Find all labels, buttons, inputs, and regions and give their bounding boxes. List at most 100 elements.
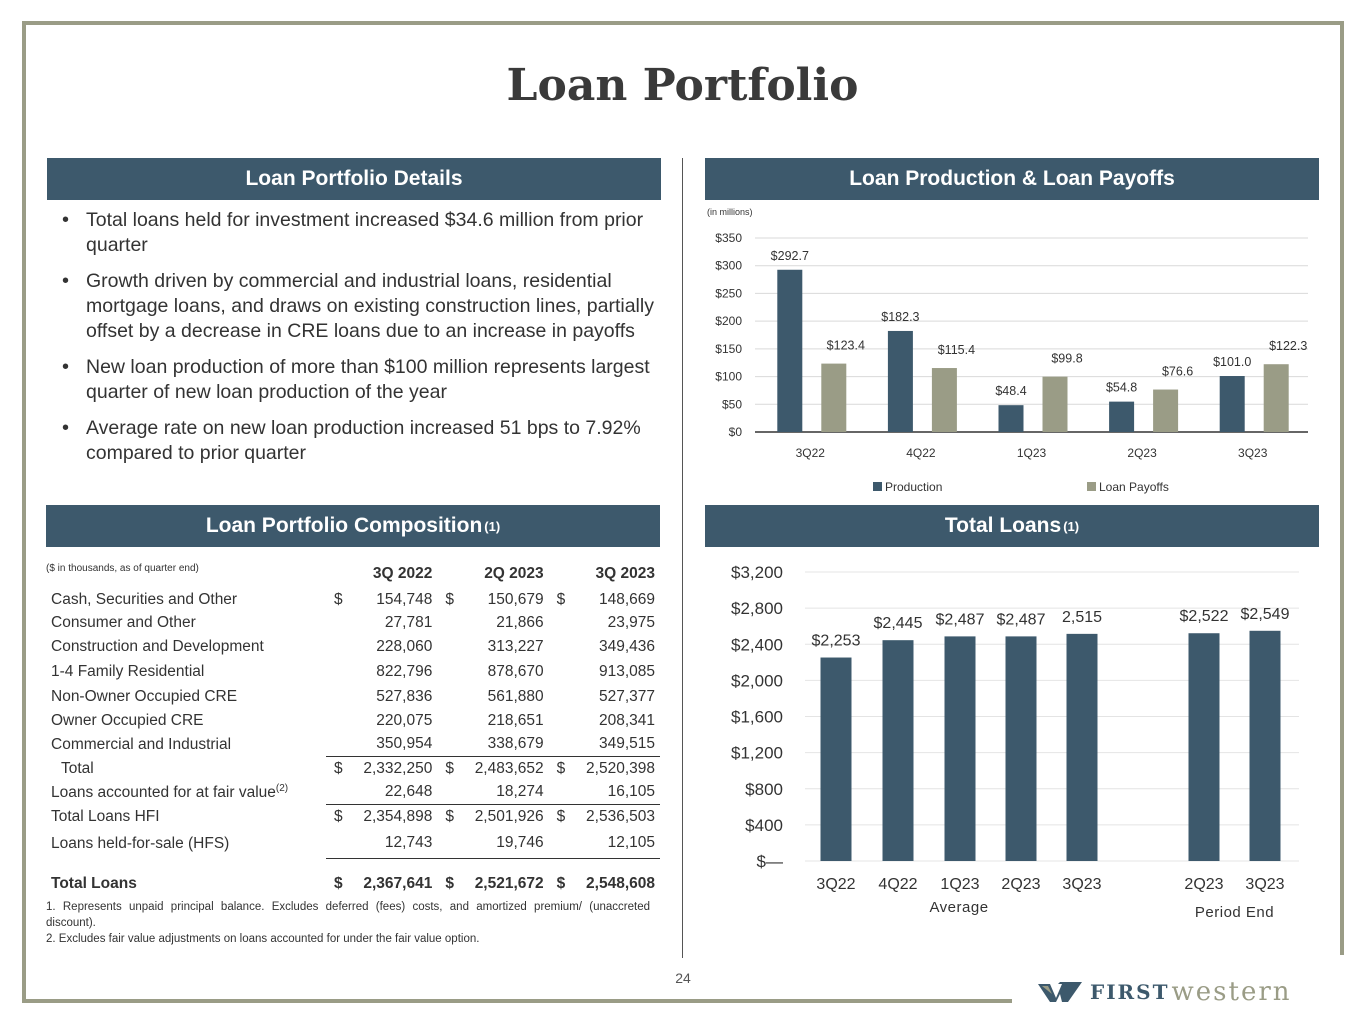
cell-value: 527,377 (598, 688, 655, 706)
cell-value: 22,648 (344, 780, 438, 805)
currency-symbol (437, 732, 456, 757)
currency-symbol (326, 659, 344, 686)
chart-unit-note: (in millions) (707, 207, 753, 217)
currency-symbol (437, 659, 455, 686)
data-label: $54.8 (1106, 381, 1137, 395)
currency-symbol (437, 635, 455, 659)
bar-loan-payoffs (1042, 376, 1068, 432)
table-row: Loans accounted for at fair value(2) 22,6… (46, 780, 660, 805)
y-tick-label: $100 (715, 370, 742, 384)
table-row: Total Loans $2,367,641 $2,521,672 $2,548,60… (46, 859, 660, 898)
group-label: Average (929, 899, 988, 916)
currency-symbol: $ (445, 875, 454, 893)
cell-value: 2,548,608 (586, 875, 655, 893)
data-label: $182.3 (881, 310, 919, 324)
currency-symbol (549, 686, 567, 710)
table-header-row: 3Q 2022 2Q 2023 3Q 2023 (46, 560, 660, 588)
cell-value: 27,781 (384, 614, 433, 632)
cell-value: 822,796 (376, 663, 433, 680)
cell-value: 208,341 (598, 711, 655, 729)
currency-symbol (549, 612, 567, 636)
currency-symbol: $ (334, 875, 343, 893)
bar-total-loans (882, 640, 914, 861)
bar-loan-payoffs (1263, 364, 1289, 432)
table-row: Non-Owner Occupied CRE 527,836 561,880 527,… (46, 686, 660, 710)
column-header: 3Q 2022 (372, 565, 433, 582)
currency-symbol (549, 635, 567, 659)
cell-value: 349,515 (566, 732, 660, 757)
composition-header-label: Loan Portfolio Composition (205, 514, 483, 537)
composition-header-footnote: (1) (484, 518, 501, 534)
total-loans-header-label: Total Loans (944, 514, 1062, 537)
cell-value: 2,483,652 (474, 759, 544, 777)
currency-symbol: $ (445, 807, 454, 825)
data-label: $2,549 (1241, 606, 1290, 623)
data-label: $76.6 (1162, 365, 1193, 379)
cell-value: 154,748 (376, 590, 433, 608)
column-header: 2Q 2023 (484, 565, 544, 582)
row-label-text: Total (61, 759, 94, 777)
group-label: Period End (1195, 904, 1274, 921)
y-tick-label: $300 (715, 259, 742, 273)
composition-header: Loan Portfolio Composition (1) (46, 505, 660, 547)
total-loans-header-footnote: (1) (1063, 518, 1080, 534)
cell-value: 2,536,503 (586, 807, 655, 825)
x-tick-label: 3Q23 (1062, 876, 1101, 893)
cell-value: 2,367,641 (363, 875, 433, 893)
frame-border-bottom (22, 999, 1012, 1003)
table-row: Construction and Development 228,060 313,2… (46, 635, 660, 659)
row-label-text: Cash, Securities and Other (51, 590, 238, 608)
currency-symbol (437, 612, 455, 636)
row-label-text: Construction and Development (51, 637, 264, 655)
bar-loan-payoffs (821, 363, 847, 432)
legend-swatch (873, 482, 882, 491)
data-label: $101.0 (1213, 355, 1251, 369)
table-header-label (46, 560, 326, 588)
bar-total-loans (944, 636, 976, 861)
footnote: 2. Excludes fair value adjustments on lo… (46, 933, 480, 945)
cell-value: 350,954 (344, 732, 438, 757)
currency-symbol: $ (556, 875, 566, 893)
cell-value: 2,520,398 (586, 759, 655, 777)
data-label: $122.3 (1269, 339, 1307, 353)
row-label-text: Commercial and Industrial (51, 735, 232, 753)
total-loans-header: Total Loans (1) (705, 505, 1319, 547)
x-tick-label: 2Q23 (1184, 876, 1223, 893)
y-tick-label: $1,600 (731, 708, 783, 727)
currency-symbol (437, 686, 455, 710)
bar-production (1219, 376, 1245, 432)
table-row: Total $2,332,250 $2,483,652 $2,520,398 (46, 757, 660, 781)
table-row: 1-4 Family Residential 822,796 878,670 913,… (46, 659, 660, 686)
y-tick-label: $— (757, 852, 783, 871)
data-label: $48.4 (995, 384, 1026, 398)
row-label-text: Loans accounted for at fair value (51, 784, 276, 802)
data-label: $115.4 (938, 343, 975, 357)
cell-value: 878,670 (487, 663, 544, 680)
data-label: $99.8 (1051, 352, 1082, 366)
cell-value: 2,332,250 (363, 759, 433, 777)
logo-mark-icon (1038, 982, 1082, 1002)
row-label: Construction and Development (46, 635, 326, 659)
data-label: $2,253 (812, 633, 861, 650)
x-tick-label: 3Q22 (796, 446, 826, 460)
currency-symbol: $ (334, 590, 343, 608)
bar-loan-payoffs (1153, 389, 1179, 432)
cell-value: 2,354,898 (363, 807, 433, 825)
legend-label: Loan Payoffs (1099, 480, 1169, 494)
currency-symbol (326, 686, 344, 710)
currency-symbol (548, 828, 567, 859)
details-bullet: Total loans held for investment increase… (60, 208, 660, 258)
cell-value: 338,679 (455, 732, 549, 757)
currency-symbol (437, 709, 455, 733)
frame-border-right (1340, 21, 1344, 955)
frame-border-left (22, 21, 26, 1003)
bar-loan-payoffs (931, 368, 957, 432)
table-row: Cash, Securities and Other $154,748 $150,6… (46, 588, 660, 612)
y-tick-label: $50 (722, 397, 742, 411)
bar-total-loans (1005, 636, 1037, 861)
production-header-label: Loan Production & Loan Payoffs (849, 167, 1175, 190)
row-label-text: Total Loans (51, 875, 137, 892)
currency-symbol (548, 780, 567, 805)
footnote: 1. Represents unpaid principal balance. … (46, 901, 650, 929)
cell-value: 23,975 (607, 614, 655, 632)
